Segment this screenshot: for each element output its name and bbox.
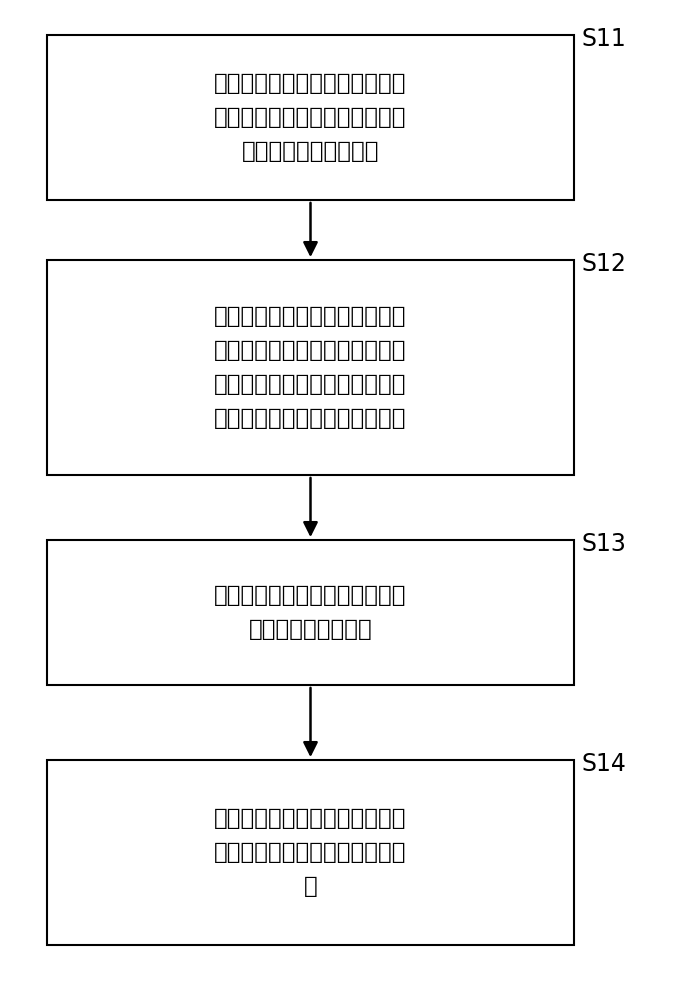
Text: S13: S13 <box>582 532 626 556</box>
Text: 分别将所述待测单元图集中的每
张待测单元图与相应的预设标准
单元图进行比对，得到与所述待
测单元图集对应的缺陷单元图集: 分别将所述待测单元图集中的每 张待测单元图与相应的预设标准 单元图进行比对，得到… <box>214 305 407 430</box>
Text: S11: S11 <box>582 27 626 51</box>
Text: S14: S14 <box>582 752 626 776</box>
FancyBboxPatch shape <box>47 540 574 685</box>
Text: 对所述缺陷单元图集进行拼接，
得到相应的拼接图像: 对所述缺陷单元图集进行拼接， 得到相应的拼接图像 <box>214 584 407 641</box>
FancyBboxPatch shape <box>47 760 574 945</box>
FancyBboxPatch shape <box>47 35 574 200</box>
Text: S12: S12 <box>582 252 626 276</box>
Text: 对所述拼接图像上的缺陷进行检
测，得到相应的工件表面缺陷信
息: 对所述拼接图像上的缺陷进行检 测，得到相应的工件表面缺陷信 息 <box>214 807 407 898</box>
FancyBboxPatch shape <box>47 260 574 475</box>
Text: 根据待测工件图像的纹理周期特
性，对所述待测工件图像进行分
割，得到待测单元图集: 根据待测工件图像的纹理周期特 性，对所述待测工件图像进行分 割，得到待测单元图集 <box>214 72 407 163</box>
